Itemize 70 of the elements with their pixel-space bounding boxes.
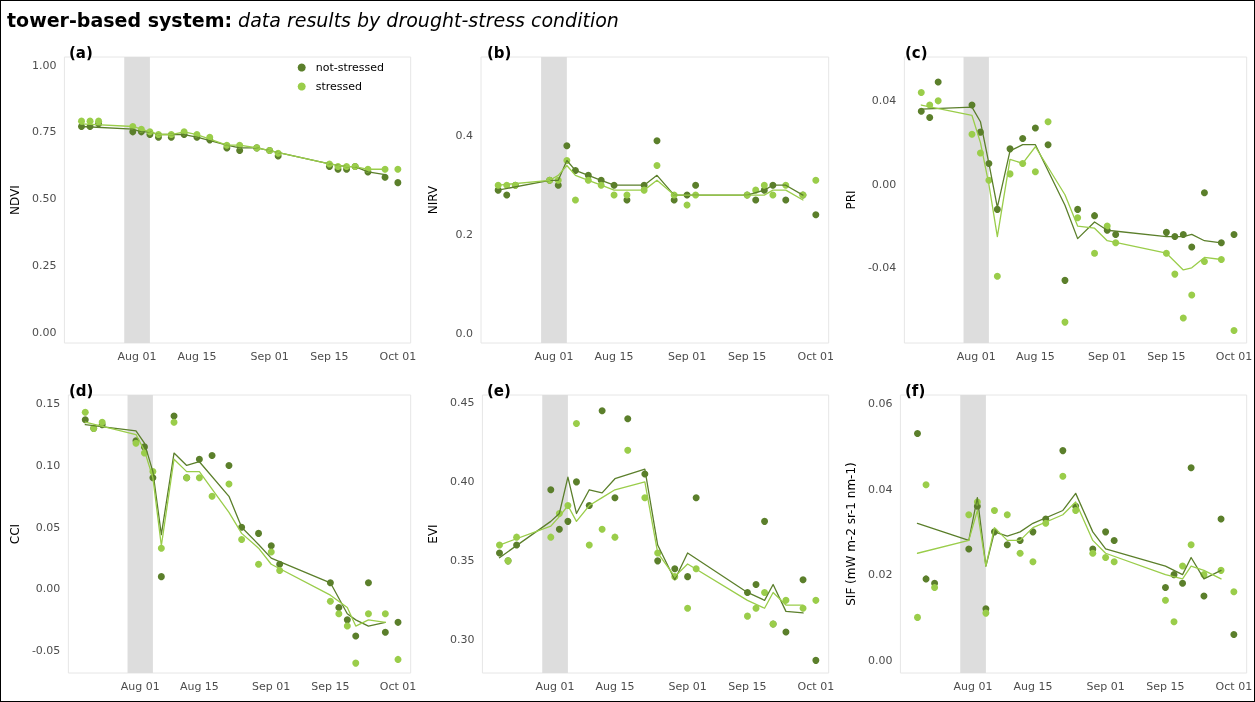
- y-tick-label: 0.30: [449, 633, 475, 647]
- x-tick-label: Oct 01: [797, 350, 835, 363]
- y-tick-label: 0.75: [31, 125, 57, 139]
- x-tick-label: Aug 01: [534, 350, 574, 363]
- x-tick-label: Oct 01: [797, 680, 835, 693]
- y-axis-title: NIRV: [426, 185, 440, 215]
- x-tick-label: Sep 15: [1147, 350, 1186, 363]
- x-tick-label: Aug 15: [594, 350, 634, 363]
- y-tick-label: 0.2: [455, 228, 473, 242]
- y-tick-label: 0.02: [867, 568, 893, 582]
- y-axis-title: PRI: [844, 190, 858, 210]
- legend-label: stressed: [315, 80, 363, 93]
- x-tick-label: Aug 15: [1015, 350, 1055, 363]
- x-tick-label: Aug 15: [179, 680, 219, 693]
- annotation: (f): [905, 381, 926, 400]
- y-tick-label: 0.40: [449, 475, 475, 489]
- x-tick-label: Aug 15: [595, 680, 635, 693]
- y-tick-label: 0.50: [31, 192, 57, 206]
- y-tick-label: 0.35: [449, 554, 475, 568]
- x-tick-label: Sep 15: [728, 350, 767, 363]
- y-axis-title: EVI: [426, 524, 440, 544]
- x-tick-label: Sep 01: [668, 680, 707, 693]
- y-axis-title: SIF (mW m-2 sr-1 nm-1): [844, 462, 858, 606]
- x-tick-label: Aug 15: [1013, 680, 1053, 693]
- y-tick-label: 0.45: [449, 396, 475, 410]
- y-tick-label: 0.04: [867, 482, 893, 496]
- y-axis-title: CCI: [8, 523, 22, 545]
- x-tick-label: Aug 01: [953, 680, 993, 693]
- y-tick-label: 0.00: [867, 653, 893, 667]
- x-tick-label: Oct 01: [379, 680, 417, 693]
- x-tick-label: Oct 01: [1215, 350, 1253, 363]
- x-tick-label: Sep 01: [1088, 350, 1127, 363]
- x-tick-label: Sep 01: [250, 350, 289, 363]
- x-tick-label: Sep 15: [311, 680, 350, 693]
- x-tick-label: Oct 01: [1215, 680, 1253, 693]
- x-tick-label: Sep 01: [667, 350, 707, 363]
- x-tick-label: Oct 01: [379, 350, 417, 363]
- x-tick-label: Aug 01: [956, 350, 996, 363]
- annotation: (c): [905, 43, 928, 62]
- y-tick-label: 0.0: [455, 326, 473, 340]
- x-tick-label: Aug 15: [177, 350, 217, 363]
- y-tick-label: -0.04: [867, 261, 897, 275]
- x-tick-label: Sep 01: [252, 680, 291, 693]
- annotation: (b): [487, 43, 512, 62]
- x-tick-label: Sep 15: [1146, 680, 1185, 693]
- y-tick-label: 0.25: [31, 258, 57, 272]
- chart-title: tower-based system:: [7, 9, 233, 31]
- x-tick-label: Aug 01: [120, 680, 160, 693]
- x-tick-label: Aug 01: [117, 350, 157, 363]
- x-tick-label: Sep 15: [310, 350, 349, 363]
- y-tick-label: 0.05: [35, 520, 61, 534]
- y-tick-label: 0.00: [35, 582, 61, 596]
- legend-label: not-stressed: [315, 61, 385, 74]
- y-tick-label: 1.00: [31, 58, 57, 72]
- y-tick-label: 0.15: [35, 397, 61, 411]
- y-tick-label: 0.4: [455, 129, 473, 143]
- x-tick-label: Sep 15: [728, 680, 767, 693]
- y-axis-title: NDVI: [8, 185, 22, 215]
- y-tick-label: 0.00: [31, 325, 57, 339]
- y-tick-label: 0.10: [35, 458, 61, 472]
- x-tick-label: Sep 01: [1086, 680, 1125, 693]
- y-tick-label: 0.06: [867, 397, 893, 411]
- chart-subtitle: data results by drought-stress condition: [238, 9, 619, 31]
- annotation: (a): [69, 43, 93, 62]
- annotation: (d): [69, 381, 94, 400]
- y-tick-label: 0.00: [871, 177, 897, 191]
- annotation: (e): [487, 381, 511, 400]
- x-tick-label: Aug 01: [535, 680, 575, 693]
- y-tick-label: 0.04: [871, 94, 897, 108]
- y-tick-label: -0.05: [31, 644, 61, 658]
